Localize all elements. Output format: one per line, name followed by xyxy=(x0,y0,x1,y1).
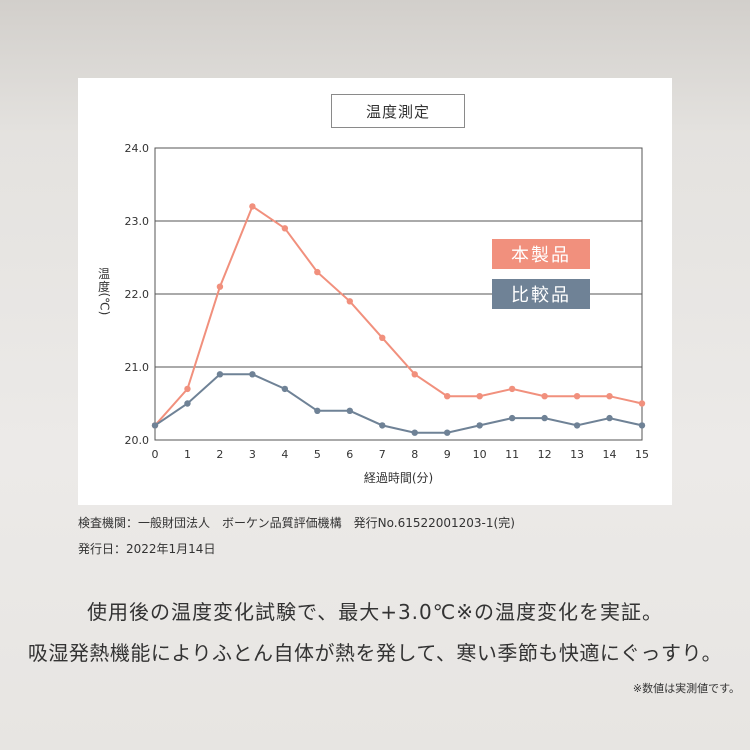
legend-item-comparison: 比較品 xyxy=(492,279,590,309)
y-tick-label: 23.0 xyxy=(125,215,150,228)
x-tick-label: 10 xyxy=(473,448,487,461)
data-point xyxy=(346,407,353,414)
data-point xyxy=(379,334,386,341)
x-tick-label: 9 xyxy=(444,448,451,461)
headline-line-2: 吸湿発熱機能によりふとん自体が熱を発して、寒い季節も快適にぐっすり。 xyxy=(27,641,723,665)
x-tick-label: 15 xyxy=(635,448,649,461)
x-tick-label: 3 xyxy=(249,448,256,461)
x-tick-label: 14 xyxy=(603,448,617,461)
data-point xyxy=(606,393,613,400)
legend-item-product: 本製品 xyxy=(492,239,590,269)
data-point xyxy=(638,422,646,429)
data-point xyxy=(508,385,516,393)
y-tick-label: 20.0 xyxy=(125,434,150,447)
data-point xyxy=(281,225,289,232)
y-tick-label: 21.0 xyxy=(125,361,150,374)
x-tick-label: 7 xyxy=(379,448,386,461)
y-axis-label-char-1: 温 xyxy=(97,267,110,281)
x-tick-label: 1 xyxy=(184,448,191,461)
x-tick-label: 5 xyxy=(314,448,321,461)
y-axis-label: 温 度 (℃) xyxy=(94,267,114,316)
series-comparison xyxy=(151,371,646,436)
y-axis-label-unit: (℃) xyxy=(97,292,112,316)
data-point xyxy=(411,429,418,436)
x-tick-label: 13 xyxy=(570,448,584,461)
x-axis-label: 経過時間(分) xyxy=(364,471,433,485)
data-point xyxy=(541,414,548,422)
x-tick-label: 12 xyxy=(538,448,552,461)
series-line xyxy=(154,373,643,434)
x-tick-label: 0 xyxy=(152,448,159,461)
x-tick-label: 4 xyxy=(281,448,288,461)
data-point xyxy=(573,393,581,400)
data-point xyxy=(281,385,289,393)
data-point xyxy=(346,298,353,305)
data-point xyxy=(249,203,256,210)
headline-line-1: 使用後の温度変化試験で、最大+3.0℃※の温度変化を実証。 xyxy=(87,600,663,624)
data-point xyxy=(379,422,386,429)
x-tick-label: 11 xyxy=(505,448,519,461)
data-point xyxy=(184,385,191,393)
x-tick-label: 6 xyxy=(346,448,353,461)
data-point xyxy=(444,429,451,436)
data-point xyxy=(476,422,483,429)
data-point xyxy=(314,268,321,276)
data-point xyxy=(184,400,191,407)
data-point xyxy=(216,283,224,290)
data-point xyxy=(606,414,613,422)
data-point xyxy=(314,407,321,414)
legend-label-comparison: 比較品 xyxy=(511,285,571,306)
data-point xyxy=(573,422,581,429)
y-tick-label: 22.0 xyxy=(125,288,150,301)
data-point xyxy=(638,400,646,407)
data-point xyxy=(541,393,548,400)
chart-title: 温度測定 xyxy=(331,94,465,128)
data-point xyxy=(411,371,418,378)
x-tick-label: 2 xyxy=(216,448,223,461)
series-product xyxy=(151,203,646,429)
testing-institute-note: 検査機関：一般財団法人 ボーケン品質評価機構 発行No.61522001203-… xyxy=(78,516,515,530)
data-point xyxy=(216,371,224,378)
y-axis-label-char-2: 度 xyxy=(97,280,110,294)
data-point xyxy=(249,371,256,378)
legend-label-product: 本製品 xyxy=(511,245,571,266)
data-point xyxy=(508,414,516,422)
footnote: ※数値は実測値です。 xyxy=(632,682,740,695)
series-line xyxy=(154,204,643,427)
x-tick-label: 8 xyxy=(411,448,418,461)
chart-tick-labels: 20.021.022.023.024.00 1 2 3 4 5 6 7 8 9 10 11 12 13 14… xyxy=(125,142,650,485)
issue-date-note: 発行日：2022年1月14日 xyxy=(78,542,216,556)
data-point xyxy=(444,393,451,400)
y-tick-label: 24.0 xyxy=(125,142,150,155)
data-point xyxy=(476,393,483,400)
chart-grid xyxy=(154,147,643,441)
data-point xyxy=(151,422,159,429)
chart-series xyxy=(151,203,646,436)
